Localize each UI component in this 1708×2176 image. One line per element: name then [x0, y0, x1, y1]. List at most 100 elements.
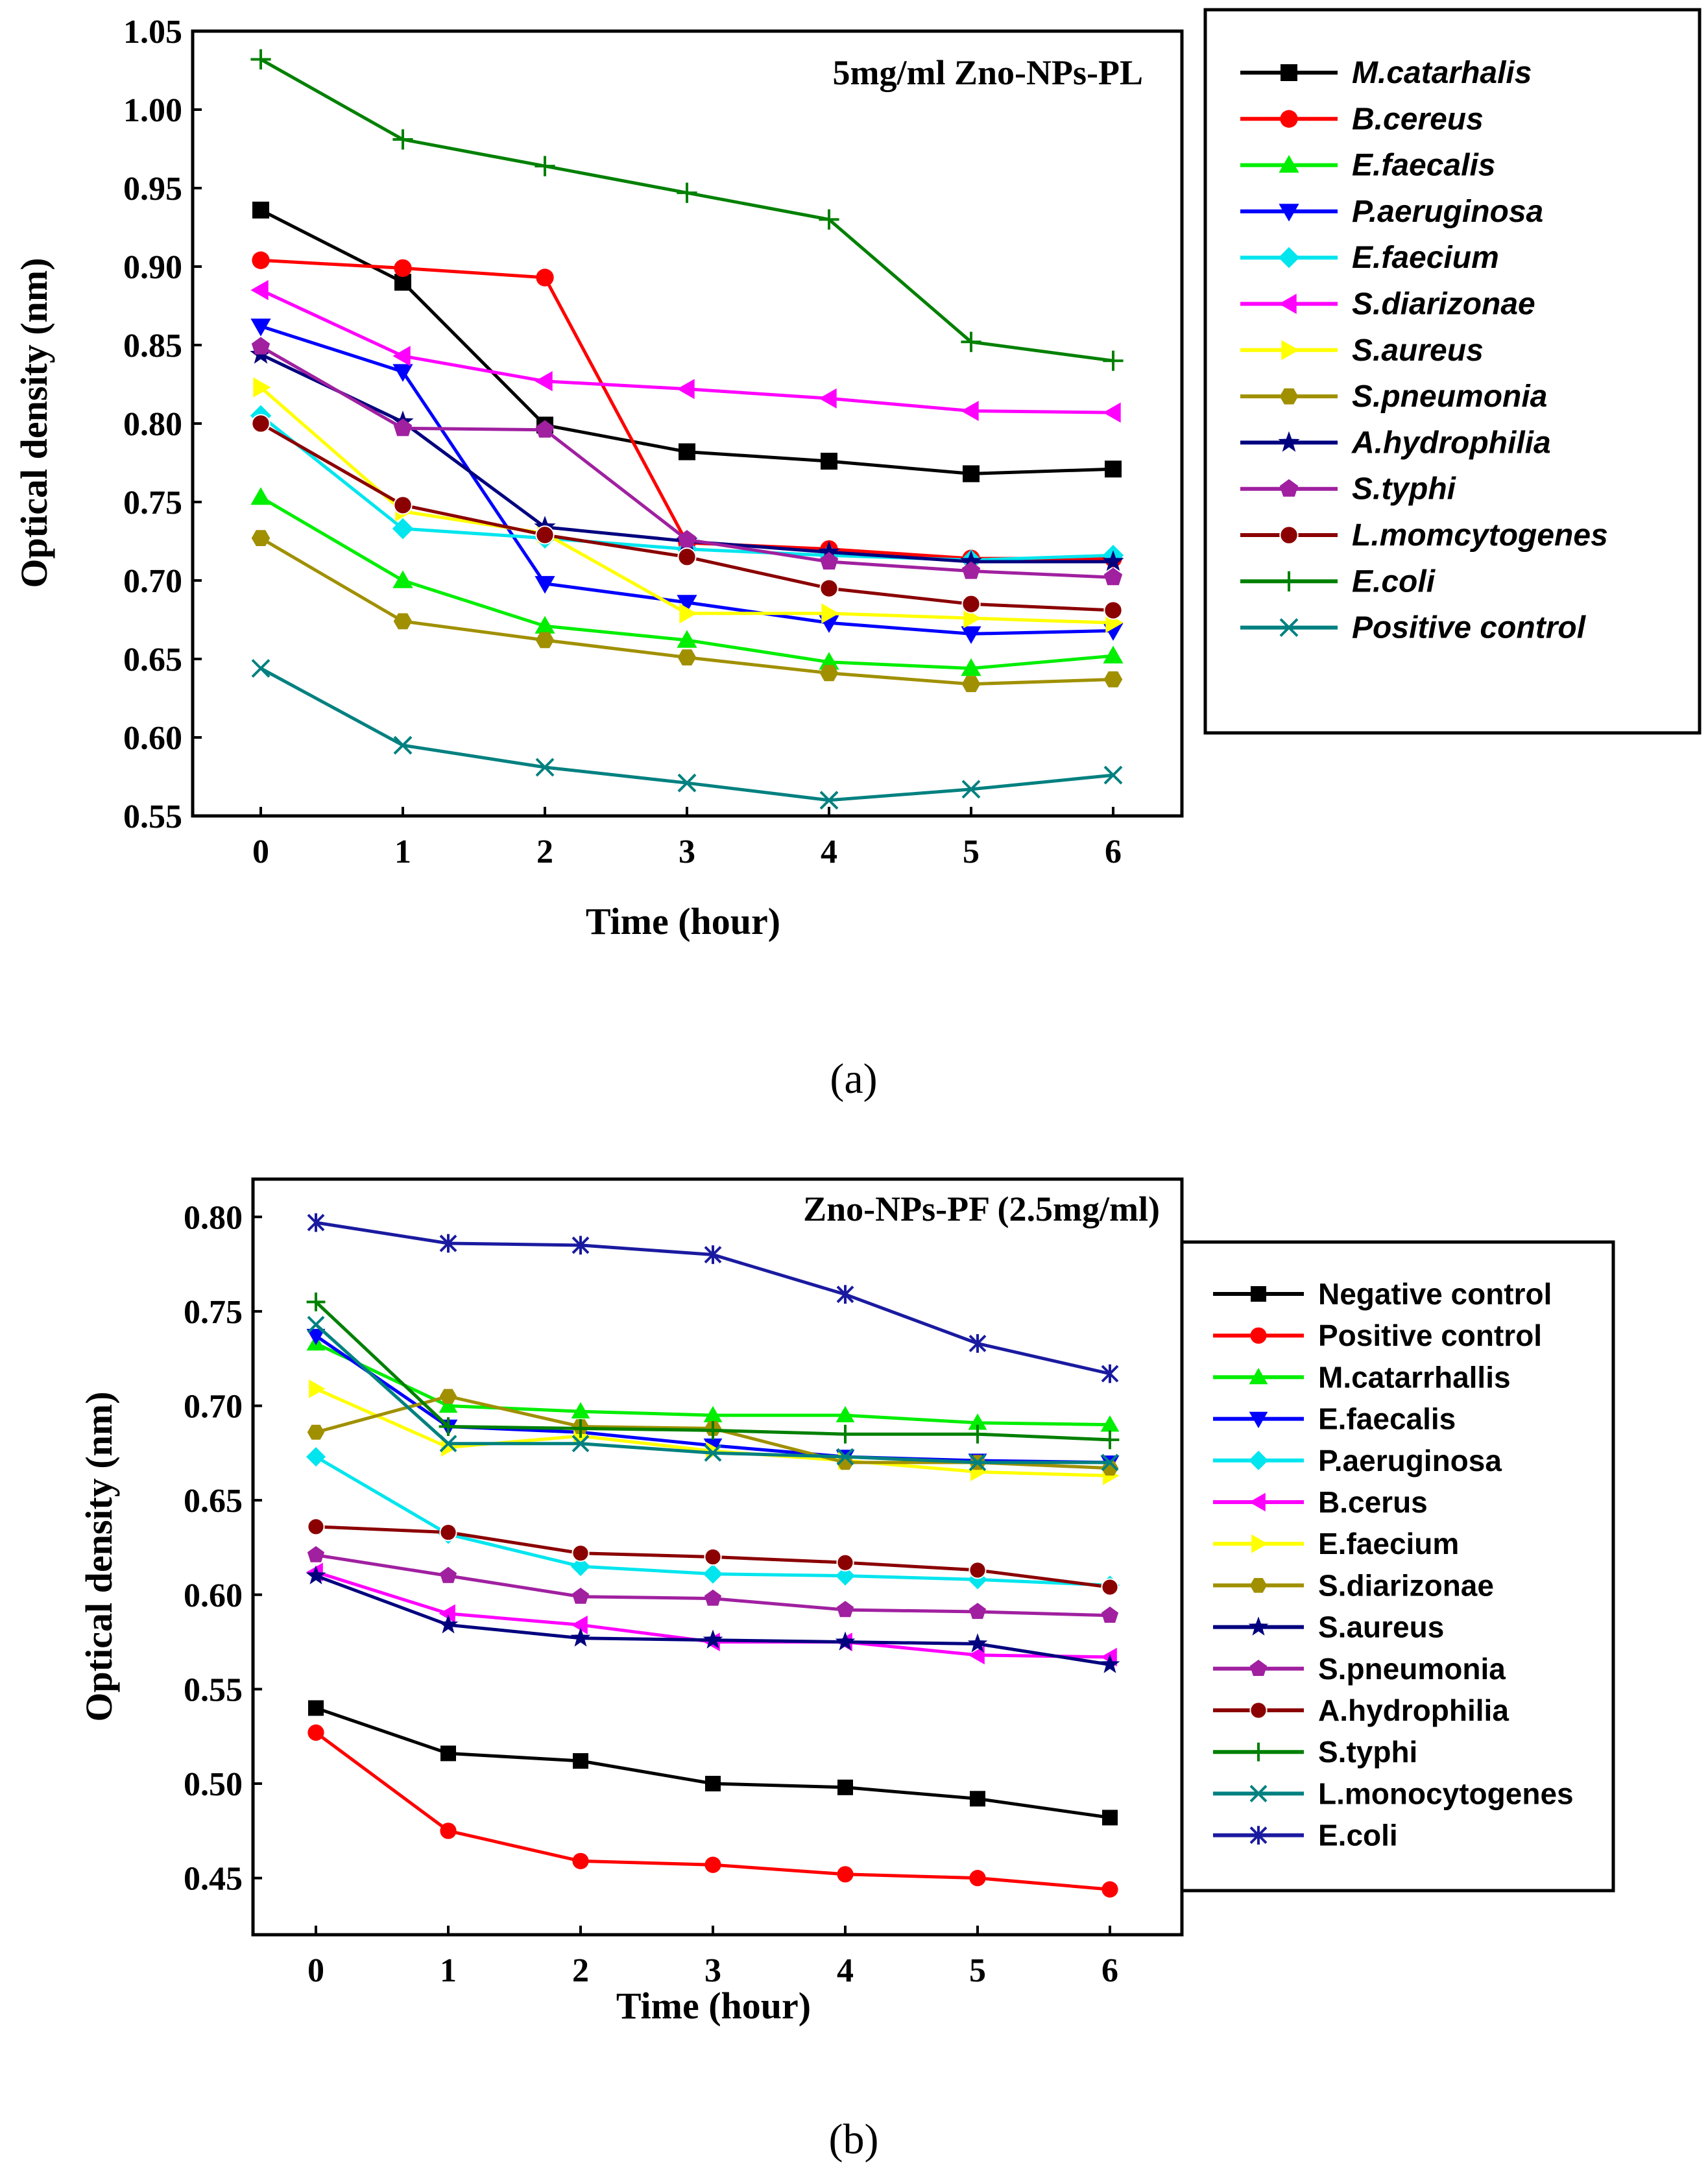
- legend-label: E.faecium: [1352, 241, 1499, 275]
- legend-swatch-marker: [1279, 388, 1299, 405]
- data-point: [836, 1455, 854, 1470]
- data-point: [704, 1589, 722, 1606]
- data-point: [1103, 402, 1121, 423]
- data-point: [1102, 550, 1124, 571]
- legend-swatch-marker: [1249, 1450, 1268, 1470]
- legend-entry-e-coli: E.coli: [1213, 1819, 1398, 1852]
- data-point: [438, 1614, 459, 1634]
- data-point: [252, 201, 269, 219]
- data-point: [570, 1627, 591, 1647]
- legend-label: B.cereus: [1352, 102, 1484, 136]
- series-line-negative-control: [315, 1706, 1111, 1819]
- legend-entry-p-aeruginosa: P.aeruginosa: [1240, 195, 1543, 229]
- data-point: [440, 1745, 456, 1762]
- y-tick-label: 0.75: [184, 1294, 243, 1331]
- legend-entry-p-aeruginosa: P.aeruginosa: [1213, 1444, 1502, 1477]
- panel-b-legend-frame: [1180, 1240, 1615, 1893]
- legend-entry-positive-control: Positive control: [1213, 1319, 1542, 1352]
- legend-entry-s-typhi: S.typhi: [1213, 1735, 1417, 1769]
- data-point: [571, 1544, 590, 1562]
- panel-a-plot-frame: [191, 29, 1184, 818]
- x-tick-label: 6: [1101, 1952, 1118, 1989]
- panel-b-chart: 0.45 0.50 0.55 0.60 0.65 0.70 0.75 0.80 0 1 2 3 4 5 6…: [78, 1177, 1615, 2163]
- data-point: [961, 561, 981, 579]
- data-point: [703, 1405, 723, 1422]
- data-point: [969, 1870, 986, 1887]
- legend-label: Positive control: [1352, 611, 1587, 645]
- x-tick-label: 4: [837, 1952, 854, 1989]
- y-tick-label: 0.75: [123, 484, 182, 521]
- legend-entry-m-catarrhallis: M.catarrhallis: [1213, 1360, 1511, 1394]
- data-point: [704, 1444, 722, 1462]
- data-point: [1101, 1364, 1119, 1383]
- legend-label: A.hydrophilia: [1318, 1693, 1509, 1727]
- data-point: [836, 1424, 855, 1444]
- data-point: [439, 1389, 457, 1404]
- series-e-coli: [307, 1213, 1119, 1383]
- legend-label: P.aeruginosa: [1318, 1444, 1502, 1477]
- legend-label: S.aureus: [1318, 1610, 1444, 1644]
- data-point: [704, 1548, 722, 1566]
- legend-label: S.pneumonia: [1318, 1652, 1506, 1686]
- data-point: [251, 414, 271, 433]
- data-point: [677, 547, 697, 567]
- legend-label: L.monocytogenes: [1318, 1776, 1574, 1810]
- legend-label: E.faecium: [1318, 1527, 1459, 1560]
- legend-entry-e-faecium: E.faecium: [1213, 1527, 1459, 1560]
- data-point: [307, 1546, 325, 1562]
- data-point: [535, 156, 555, 176]
- legend-swatch-marker: [1279, 155, 1299, 173]
- data-point: [251, 659, 271, 678]
- data-point: [1100, 1430, 1120, 1450]
- legend-entry-s-typhi: S.typhi: [1240, 472, 1457, 507]
- data-point: [393, 735, 413, 755]
- data-point: [1105, 460, 1122, 478]
- data-point: [677, 595, 697, 613]
- panel-b-series-group: [306, 1213, 1120, 1898]
- series-line-positive-control: [259, 667, 1114, 802]
- data-point: [819, 388, 837, 409]
- data-point: [252, 251, 270, 269]
- data-point: [836, 1405, 855, 1422]
- y-tick-label: 0.55: [123, 798, 182, 835]
- data-point: [967, 1633, 988, 1653]
- series-b-cereus: [252, 251, 1122, 568]
- legend-entry-m-catarhalis: M.catarhalis: [1240, 56, 1532, 90]
- legend-swatch-marker: [1280, 110, 1298, 128]
- legend-swatch-marker: [1249, 1826, 1268, 1845]
- data-point: [250, 280, 269, 300]
- series-p-aeruginosa: [250, 318, 1124, 644]
- legend-swatch-marker: [1248, 1616, 1269, 1636]
- legend-label: S.diarizonae: [1352, 287, 1535, 322]
- series-m-catarhalis: [252, 201, 1122, 483]
- data-point: [309, 1379, 326, 1398]
- series-line-b-cereus: [260, 258, 1113, 560]
- data-point: [306, 1447, 326, 1467]
- series-s-typhi: [306, 1292, 1120, 1450]
- data-point: [535, 616, 555, 634]
- legend-swatch-marker: [1249, 1411, 1268, 1428]
- data-point: [1100, 1654, 1120, 1673]
- y-tick-label: 0.50: [184, 1766, 243, 1803]
- data-point: [677, 530, 697, 548]
- legend-entry-s-pneumonia: S.pneumonia: [1213, 1652, 1506, 1686]
- data-point: [1103, 568, 1123, 586]
- data-point: [818, 540, 840, 562]
- data-point: [1101, 1453, 1119, 1472]
- data-point: [836, 1566, 855, 1586]
- series-line-s-aureus: [315, 1574, 1111, 1666]
- legend-entry-l-monocytogenes: L.monocytogenes: [1213, 1776, 1574, 1810]
- data-point: [837, 1779, 853, 1795]
- legend-swatch-marker: [1279, 618, 1299, 638]
- legend-entry-a-hydrophilia: A.hydrophilia: [1240, 425, 1551, 460]
- panel-b-y-axis-label: Optical density (nm): [78, 1391, 120, 1721]
- panel-a-annotation: 5mg/ml Zno-NPs-PL: [833, 53, 1144, 92]
- data-point: [968, 1645, 985, 1665]
- data-point: [819, 552, 839, 570]
- panel-a-y-axis-label: Optical density (nm): [13, 257, 55, 588]
- series-s-diarizonae: [250, 280, 1121, 423]
- data-point: [307, 1424, 325, 1440]
- data-point: [819, 209, 839, 230]
- data-point: [961, 676, 981, 693]
